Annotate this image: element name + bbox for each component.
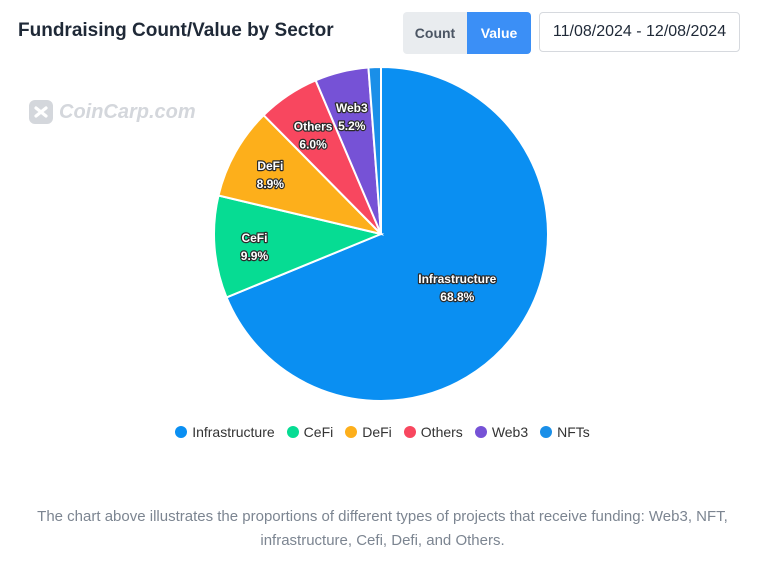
watermark: CoinCarp.com xyxy=(28,99,196,125)
legend-label: NFTs xyxy=(557,424,590,440)
slice-label-defi-name: DeFi xyxy=(257,159,283,173)
pie-slice-nfts[interactable] xyxy=(367,65,382,235)
value-button[interactable]: Value xyxy=(467,12,531,54)
watermark-text: CoinCarp.com xyxy=(59,100,196,123)
slice-label-defi-percent: 8.9% xyxy=(257,177,285,191)
legend-label: Web3 xyxy=(491,424,529,440)
legend-label: DeFi xyxy=(362,424,392,440)
count-button[interactable]: Count xyxy=(403,12,467,54)
legend-dot-icon xyxy=(345,426,358,438)
legend-item-cefi[interactable]: CeFi xyxy=(286,424,334,440)
legend-item-infrastructure[interactable]: Infrastructure xyxy=(175,424,275,440)
slice-label-others-name: Others xyxy=(294,120,333,134)
chart-caption: The chart above illustrates the proporti… xyxy=(37,508,728,549)
pie-slice-defi[interactable] xyxy=(217,113,385,236)
legend-item-nfts[interactable]: NFTs xyxy=(540,424,590,440)
count-value-toggle: Count Value xyxy=(403,12,531,54)
legend-item-defi[interactable]: DeFi xyxy=(345,424,392,440)
pie-slice-infrastructure[interactable] xyxy=(225,65,549,402)
slice-label-cefi-percent: 9.9% xyxy=(241,249,269,263)
legend-dot-icon xyxy=(286,426,299,438)
legend-dot-icon xyxy=(403,426,416,438)
legend-item-others[interactable]: Others xyxy=(403,424,463,440)
date-range-picker[interactable]: 11/08/2024 - 12/08/2024 xyxy=(539,12,740,52)
legend-label: Infrastructure xyxy=(192,424,275,440)
slice-label-web3-percent: 5.2% xyxy=(338,119,366,133)
slice-label-web3-name: Web3 xyxy=(336,101,368,115)
slice-label-infrastructure-percent: 68.8% xyxy=(440,290,474,304)
chart-legend: Infrastructure CeFi DeFi Others Web3 NFTs xyxy=(0,424,765,440)
chart-title: Fundraising Count/Value by Sector xyxy=(18,20,334,41)
legend-dot-icon xyxy=(540,426,553,438)
legend-item-web3[interactable]: Web3 xyxy=(474,424,529,440)
legend-label: Others xyxy=(420,424,463,440)
slice-label-infrastructure-name: Infrastructure xyxy=(418,272,496,286)
slice-label-cefi-name: CeFi xyxy=(241,231,267,245)
legend-dot-icon xyxy=(175,426,188,438)
slice-label-others-percent: 6.0% xyxy=(299,138,327,152)
legend-label: CeFi xyxy=(303,424,334,440)
coincarp-logo-icon xyxy=(29,100,53,124)
pie-slice-cefi[interactable] xyxy=(213,194,385,299)
legend-dot-icon xyxy=(474,426,487,438)
pie-chart: Infrastructure 68.8% CeFi 9.9% DeFi 8.9% Other… xyxy=(213,65,549,402)
